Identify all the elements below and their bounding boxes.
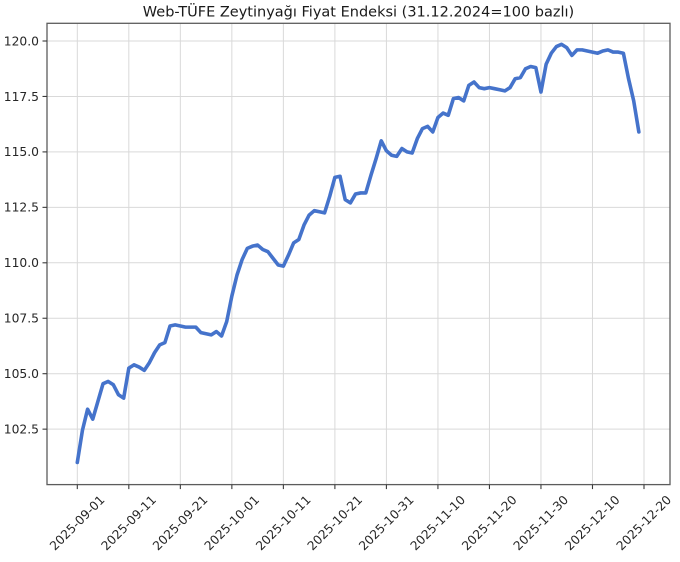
axis-layer: 102.5 105.0 107.5 110.0 112.5 115.0 117.5 120.0… [4,22,674,553]
x-tick-label: 2025-12-20 [614,493,674,553]
y-tick-label: 105.0 [4,367,39,381]
data-layer [75,42,641,465]
y-tick-label: 112.5 [4,201,39,215]
y-tick-label: 120.0 [4,34,39,48]
grid-layer [47,23,670,485]
y-tick-label: 117.5 [4,90,39,104]
chart-title: Web-TÜFE Zeytinyağı Fiyat Endeksi (31.12… [143,3,574,21]
y-tick-label: 102.5 [4,422,39,436]
y-tick-label: 110.0 [4,256,39,270]
y-tick-label: 107.5 [4,312,39,326]
y-tick-label: 115.0 [4,145,39,159]
plot-border [46,22,671,486]
index-line [75,42,641,465]
